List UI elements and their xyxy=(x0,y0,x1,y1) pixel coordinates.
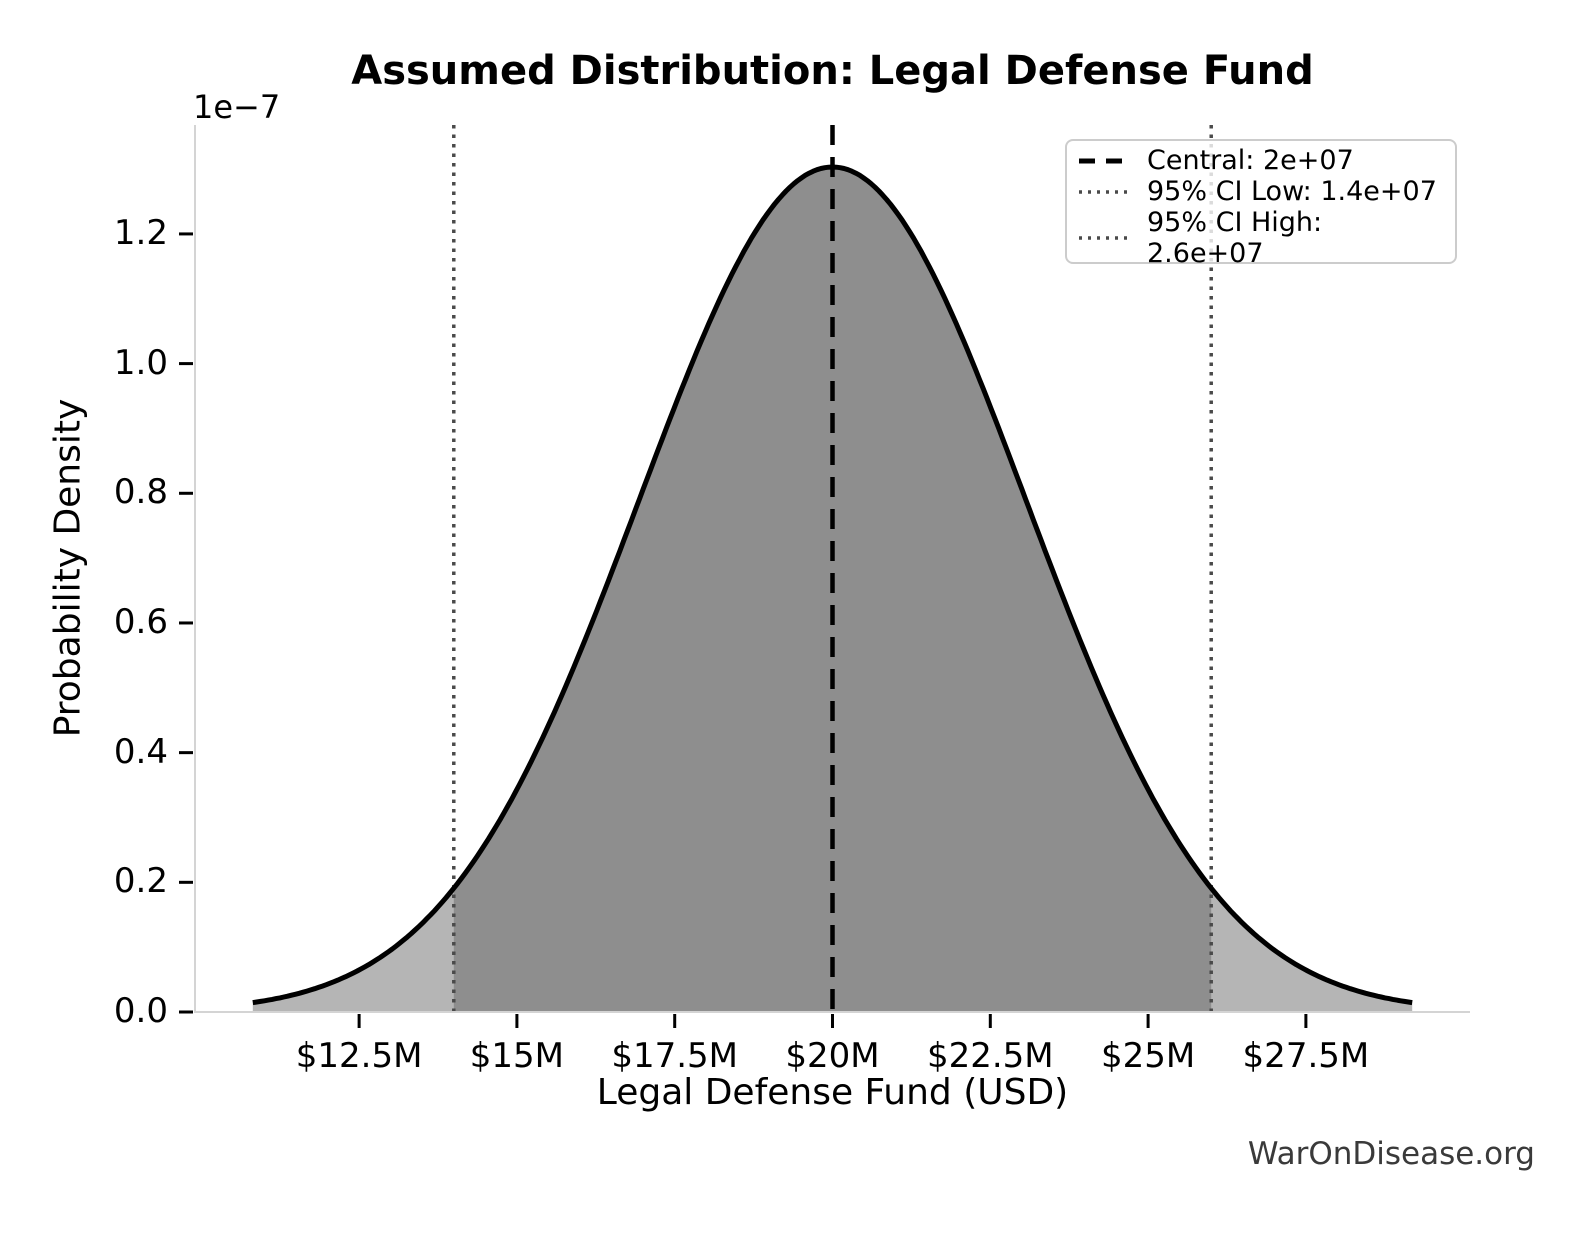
tick-marks xyxy=(179,232,1308,1028)
legend-label-ci-low: 95% CI Low: 1.4e+07 xyxy=(1147,176,1437,207)
y-tick-label: 0.2 xyxy=(113,861,168,902)
y-tick-label: 1.2 xyxy=(113,212,168,253)
x-tick-label: $22.5M xyxy=(926,1036,1054,1076)
y-axis-offset-label: 1e−7 xyxy=(193,88,281,126)
y-tick-label: 0.4 xyxy=(113,731,168,772)
y-tick-label: 1.0 xyxy=(113,342,168,383)
x-tick-label: $17.5M xyxy=(611,1036,739,1076)
chart-title: Assumed Distribution: Legal Defense Fund xyxy=(351,48,1314,94)
x-tick-label: $25M xyxy=(1100,1036,1196,1076)
dotted-line-icon xyxy=(1079,236,1131,240)
watermark: WarOnDisease.org xyxy=(1247,1136,1535,1172)
legend-item-central: Central: 2e+07 xyxy=(1079,145,1443,176)
x-tick-label: $15M xyxy=(469,1036,565,1076)
legend-item-ci-low: 95% CI Low: 1.4e+07 xyxy=(1079,176,1443,207)
dashed-line-icon xyxy=(1079,158,1131,163)
legend-label-central: Central: 2e+07 xyxy=(1147,145,1354,176)
x-axis-label: Legal Defense Fund (USD) xyxy=(596,1072,1069,1113)
legend-label-ci-high: 95% CI High: 2.6e+07 xyxy=(1147,207,1323,269)
y-tick-label: 0.0 xyxy=(113,991,168,1031)
dotted-line-icon xyxy=(1079,189,1131,194)
legend: Central: 2e+07 95% CI Low: 1.4e+07 95% C… xyxy=(1065,139,1457,269)
x-tick-label: $20M xyxy=(785,1036,880,1076)
y-tick-label: 0.8 xyxy=(113,472,168,513)
y-axis-label: Probability Density xyxy=(47,398,89,738)
x-tick-label: $12.5M xyxy=(295,1036,423,1076)
legend-item-ci-high: 95% CI High: 2.6e+07 xyxy=(1079,207,1443,269)
x-tick-label: $27.5M xyxy=(1242,1036,1370,1076)
y-tick-label: 0.6 xyxy=(113,601,168,642)
